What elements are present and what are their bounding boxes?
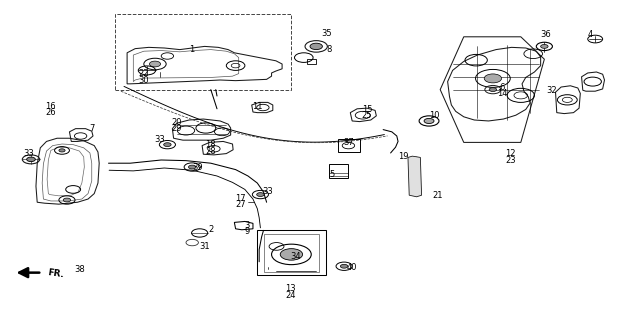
Text: 14: 14 (497, 89, 507, 98)
Text: 26: 26 (45, 108, 56, 117)
Text: 8: 8 (326, 45, 331, 54)
Bar (338, 139, 360, 152)
Text: 19: 19 (398, 152, 408, 161)
Text: 5: 5 (329, 170, 334, 179)
Text: 1: 1 (190, 45, 195, 54)
Text: 32: 32 (546, 86, 557, 95)
Text: 36: 36 (540, 30, 551, 39)
Text: 17: 17 (235, 194, 246, 203)
Circle shape (164, 143, 171, 147)
Text: 31: 31 (199, 242, 210, 251)
Text: 33: 33 (154, 135, 166, 144)
Circle shape (149, 61, 161, 67)
Text: 40: 40 (347, 263, 357, 272)
Circle shape (280, 249, 303, 260)
Text: 33: 33 (23, 149, 34, 158)
Text: 4: 4 (588, 30, 593, 39)
Text: 27: 27 (235, 200, 246, 209)
Circle shape (27, 157, 35, 162)
Text: 21: 21 (433, 191, 443, 200)
Circle shape (484, 74, 502, 83)
Bar (115, 14, 291, 90)
Text: 39: 39 (192, 163, 203, 172)
Circle shape (63, 198, 71, 202)
Text: 3: 3 (244, 221, 249, 230)
Text: 11: 11 (252, 102, 262, 111)
Text: 37: 37 (343, 138, 354, 147)
Circle shape (59, 149, 65, 152)
Text: 35: 35 (321, 29, 332, 38)
Text: 7: 7 (89, 124, 94, 132)
Text: 13: 13 (285, 284, 296, 293)
Bar (264, 234, 319, 272)
Circle shape (489, 88, 497, 92)
Text: 28: 28 (205, 147, 216, 156)
Text: 23: 23 (505, 156, 516, 164)
Text: 16: 16 (45, 102, 56, 111)
Text: 29: 29 (172, 124, 182, 133)
Bar (329, 164, 348, 178)
Text: 6: 6 (500, 83, 505, 92)
Text: 24: 24 (285, 291, 295, 300)
Text: 25: 25 (362, 111, 372, 120)
Text: 9: 9 (244, 228, 249, 236)
Circle shape (188, 165, 196, 169)
Text: 38: 38 (74, 265, 85, 274)
Circle shape (424, 118, 434, 124)
Text: 18: 18 (205, 140, 216, 149)
Text: 34: 34 (290, 252, 301, 261)
Polygon shape (408, 156, 422, 197)
Bar (257, 230, 326, 275)
Circle shape (541, 44, 548, 48)
Text: 20: 20 (172, 118, 182, 127)
Text: 22: 22 (139, 69, 149, 78)
Circle shape (340, 264, 348, 268)
Circle shape (310, 43, 322, 50)
Text: FR.: FR. (46, 268, 64, 280)
Circle shape (257, 193, 264, 196)
Text: 30: 30 (138, 76, 149, 85)
Text: 10: 10 (429, 111, 439, 120)
Text: 12: 12 (505, 149, 515, 158)
Text: 33: 33 (262, 188, 273, 196)
Text: 2: 2 (208, 225, 213, 234)
Text: 15: 15 (362, 105, 372, 114)
